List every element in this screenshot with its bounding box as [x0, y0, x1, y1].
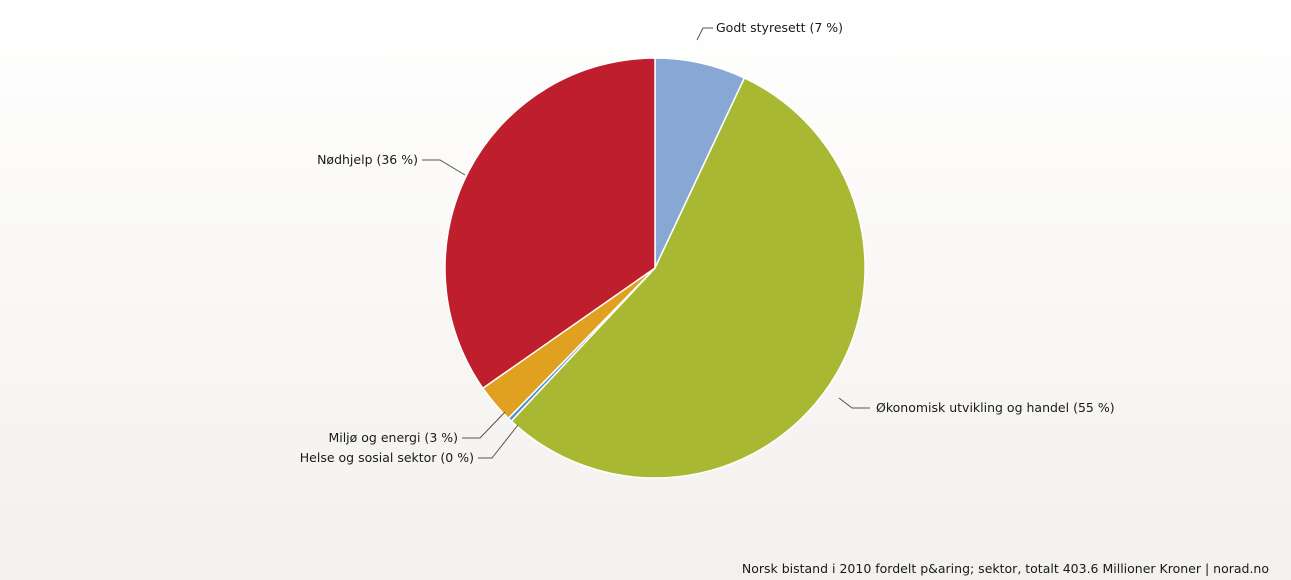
- pie-slice-n-dhjelp-36[interactable]: [444, 57, 656, 389]
- leader-line-godt-styresett-7: [696, 27, 713, 41]
- slice-label-milj-og-energi-3: Miljø og energi (3 %): [328, 430, 458, 445]
- chart-caption: Norsk bistand i 2010 fordelt p&aring; se…: [741, 561, 1269, 576]
- slice-label-helse-og-sosial-sektor-0: Helse og sosial sektor (0 %): [300, 450, 474, 465]
- slice-label-konomisk-utvikling-og-handel-55: Økonomisk utvikling og handel (55 %): [876, 400, 1115, 415]
- slice-label-godt-styresett-7: Godt styresett (7 %): [716, 20, 843, 35]
- pie-chart: Godt styresett (7 %) Økonomisk utvikling …: [300, 20, 1115, 479]
- leader-line-helse-og-sosial-sektor-0: [478, 424, 519, 459]
- slices-layer: [444, 57, 866, 479]
- leader-line-n-dhjelp-36: [422, 159, 466, 176]
- pie-slice-konomisk-utvikling-og-handel-55[interactable]: [510, 77, 866, 479]
- slice-label-n-dhjelp-36: Nødhjelp (36 %): [317, 152, 418, 167]
- leader-line-konomisk-utvikling-og-handel-55: [838, 397, 870, 409]
- leader-line-milj-og-energi-3: [462, 411, 506, 439]
- labels-layer: Godt styresett (7 %) Økonomisk utvikling …: [300, 20, 1115, 465]
